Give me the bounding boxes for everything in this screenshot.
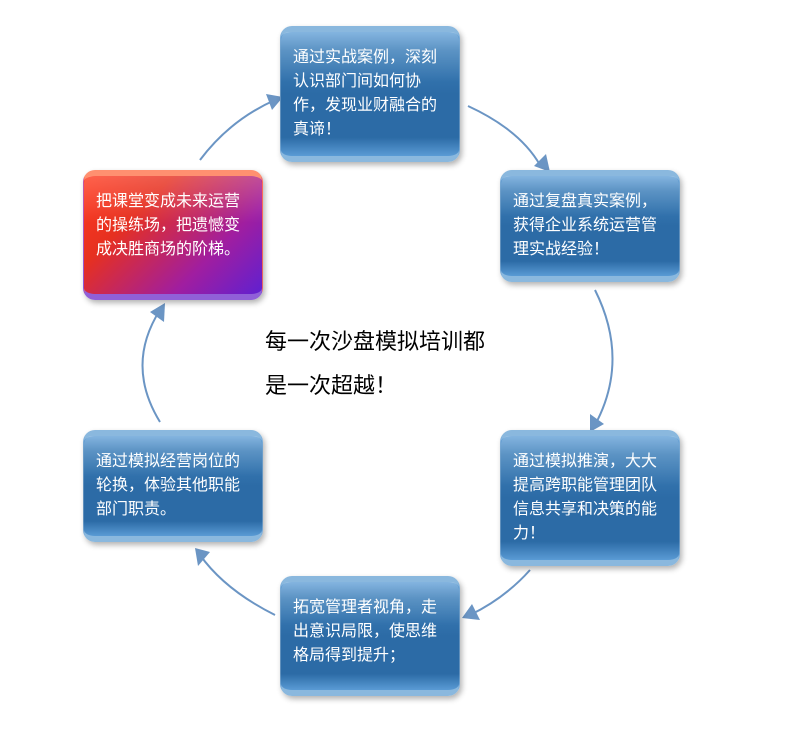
cycle-node-4: 通过模拟经营岗位的轮换，体验其他职能部门职责。 bbox=[83, 430, 263, 542]
arrow-2 bbox=[470, 570, 530, 615]
arrow-5 bbox=[200, 100, 275, 160]
cycle-node-1: 通过复盘真实案例，获得企业系统运营管理实战经验！ bbox=[500, 170, 680, 282]
cycle-node-0: 通过实战案例，深刻认识部门间如何协作，发现业财融合的真谛！ bbox=[280, 26, 460, 162]
arrow-1 bbox=[595, 290, 613, 425]
arrow-head-2 bbox=[462, 604, 480, 620]
cycle-node-2: 通过模拟推演，大大提高跨职能管理团队信息共享和决策的能力！ bbox=[500, 430, 680, 566]
center-text: 每一次沙盘模拟培训都是一次超越！ bbox=[265, 320, 485, 408]
arrow-head-3 bbox=[195, 548, 210, 566]
arrow-0 bbox=[468, 106, 540, 165]
cycle-node-3: 拓宽管理者视角，走出意识局限，使思维格局得到提升； bbox=[280, 576, 460, 696]
arrow-head-4 bbox=[150, 303, 165, 322]
cycle-node-5: 把课堂变成未来运营的操练场，把遗憾变成决胜商场的阶梯。 bbox=[83, 170, 263, 300]
arrow-3 bbox=[200, 555, 275, 615]
arrow-4 bbox=[143, 310, 161, 422]
